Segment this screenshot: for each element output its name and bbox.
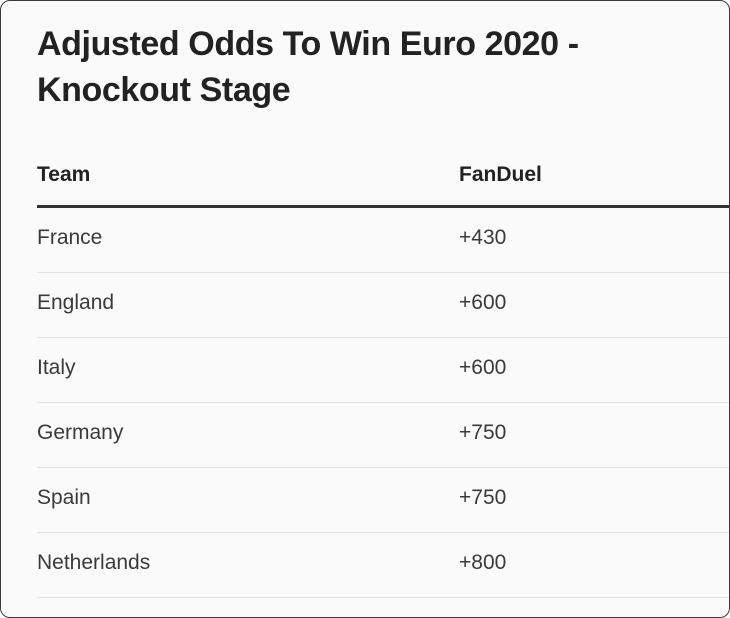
column-header-team: Team: [37, 163, 91, 186]
column-header-fanduel: FanDuel: [459, 163, 542, 186]
table-row: Italy +600: [37, 338, 729, 403]
team-cell: Germany: [37, 421, 124, 444]
odds-cell: +600: [459, 291, 507, 314]
odds-cell: +800: [459, 551, 507, 574]
team-cell: France: [37, 226, 103, 249]
table-row: Germany +750: [37, 403, 729, 468]
team-cell: Italy: [37, 356, 76, 379]
table-row: Spain +750: [37, 468, 729, 533]
odds-cell: +430: [459, 226, 507, 249]
table-row: France +430: [37, 208, 729, 273]
team-cell: Spain: [37, 486, 91, 509]
table-header-row: Team FanDuel: [37, 145, 729, 208]
team-cell: Netherlands: [37, 551, 151, 574]
table-row: England +600: [37, 273, 729, 338]
odds-cell: +750: [459, 421, 507, 444]
odds-cell: +750: [459, 486, 507, 509]
page-title: Adjusted Odds To Win Euro 2020 - Knockou…: [37, 25, 579, 109]
odds-table: Team FanDuel France +430 England +600 It…: [37, 145, 729, 598]
odds-cell: +600: [459, 356, 507, 379]
team-cell: England: [37, 291, 115, 314]
table-row: Netherlands +800: [37, 533, 729, 598]
